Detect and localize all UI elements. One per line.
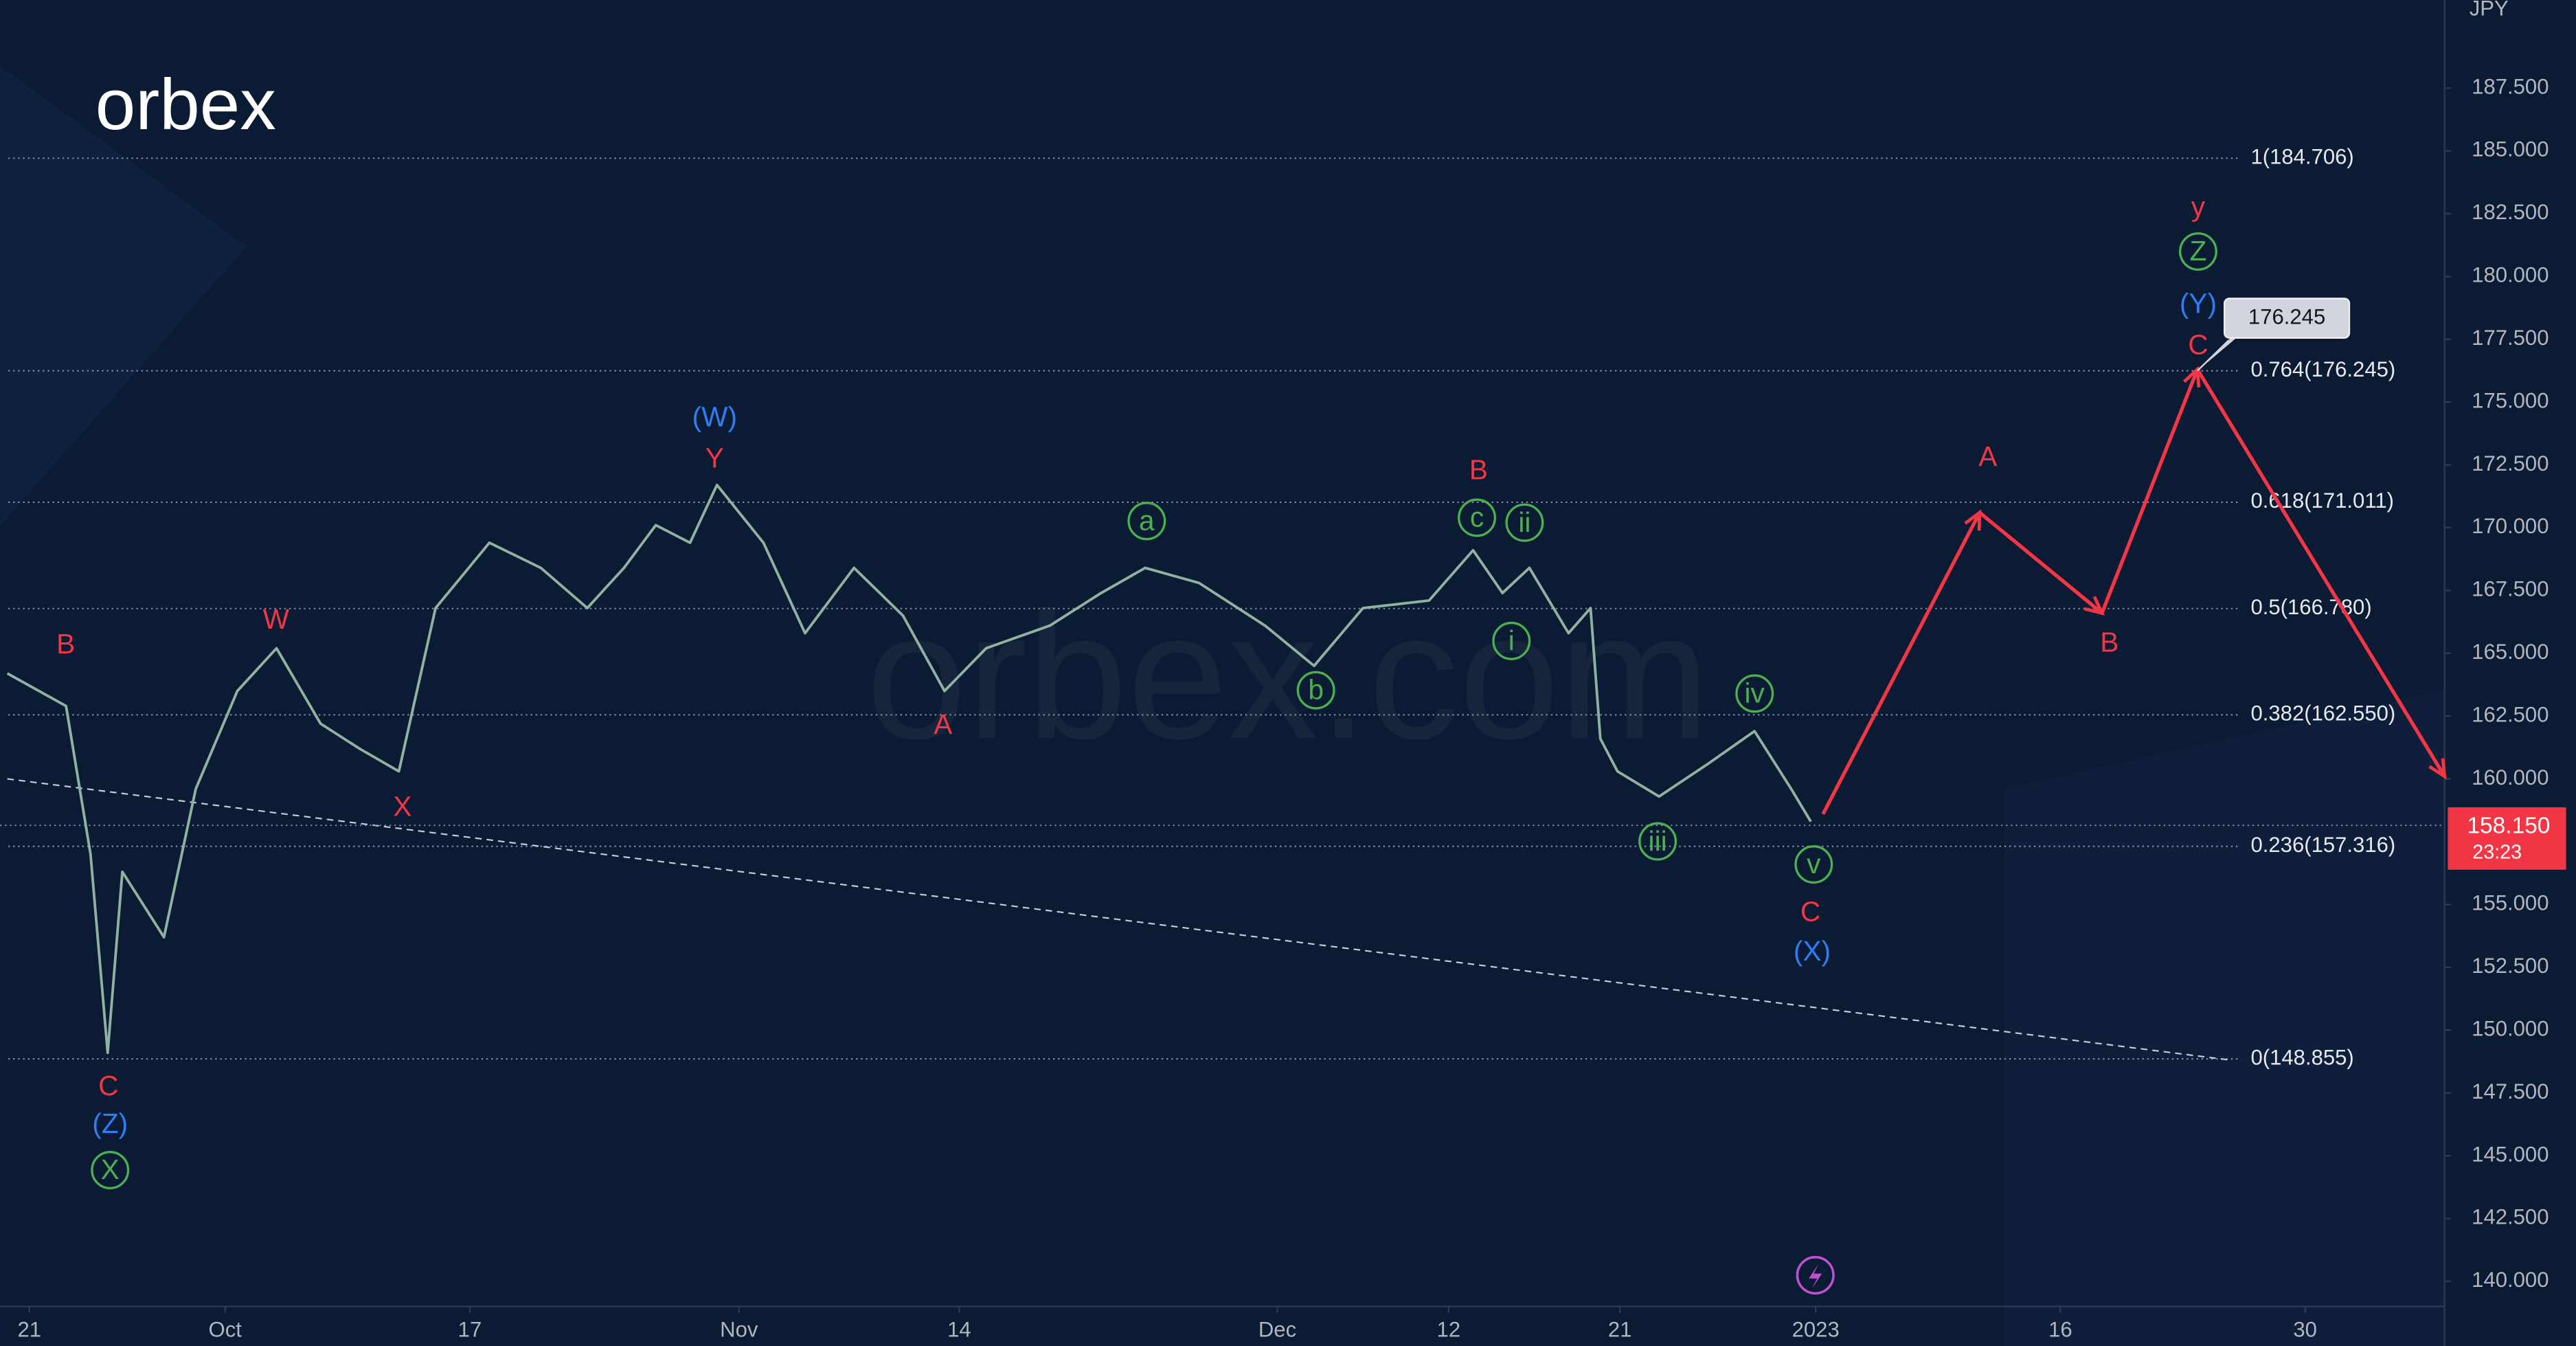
plot: 187.500 185.000 182.500 180.000 177.500 175.0… — [0, 74, 2566, 1342]
trend-line — [7, 778, 2232, 1062]
arrow-head — [1964, 509, 1982, 531]
x-tick-label: 21 — [17, 1318, 41, 1342]
wave-label: iii — [1649, 825, 1667, 857]
fib-label: 0.618(171.011) — [2250, 489, 2394, 513]
fib-label: 0.5(166.780) — [2250, 595, 2371, 619]
y-tick-label: 162.500 — [2472, 702, 2549, 726]
wave-label: a — [1139, 504, 1155, 536]
price-tag-label: 158.150 — [2467, 813, 2550, 838]
alert-icon — [1796, 1255, 1835, 1295]
price-line — [6, 483, 1812, 1055]
fib-label: 0.382(162.550) — [2250, 702, 2395, 726]
x-tick-label: 17 — [458, 1318, 482, 1342]
fib-label: 0.764(176.245) — [2250, 357, 2395, 381]
wave-label: iv — [1745, 677, 1765, 709]
x-tick-label: Nov — [720, 1318, 758, 1342]
wave-label: Y — [705, 442, 724, 474]
y-tick-label: 155.000 — [2472, 891, 2549, 915]
wave-circle — [1735, 674, 1774, 713]
wave-label: (W) — [692, 401, 737, 433]
wave-circle — [1492, 621, 1531, 660]
arrow-head — [2182, 366, 2201, 388]
arrow-head — [2428, 758, 2447, 780]
wave-circle — [1296, 671, 1335, 710]
wave-label: b — [1308, 674, 1324, 706]
x-tick-label: 12 — [1437, 1318, 1461, 1342]
y-tick-label: 160.000 — [2472, 765, 2549, 789]
wave-circle — [1638, 822, 1677, 861]
wave-circle — [1458, 498, 1497, 537]
y-tick-label: 182.500 — [2472, 200, 2549, 224]
y-tick-label: 165.000 — [2472, 640, 2549, 664]
watermark: orbex.com — [866, 574, 1710, 776]
wave-label: c — [1470, 502, 1484, 533]
y-tick-label: 177.500 — [2472, 326, 2549, 350]
price-tag — [2448, 807, 2566, 870]
wave-circle — [1127, 502, 1166, 541]
wave-label: C — [1800, 896, 1820, 928]
y-tick-label: 140.000 — [2472, 1268, 2549, 1292]
bg-shape — [0, 65, 247, 526]
y-tick-label: 172.500 — [2472, 451, 2549, 475]
arrow-head — [2083, 596, 2105, 616]
x-tick-label: 30 — [2293, 1318, 2317, 1342]
y-tick-label: 167.500 — [2472, 577, 2549, 601]
wave-label: (Z) — [92, 1108, 128, 1139]
wave-label: B — [2100, 626, 2119, 658]
x-tick-label: 16 — [2048, 1318, 2072, 1342]
wave-label: Z — [2190, 235, 2207, 267]
y-tick-label: 150.000 — [2472, 1016, 2549, 1040]
x-tick-label: 21 — [1608, 1318, 1632, 1342]
x-tick-label: 2023 — [1792, 1318, 1840, 1342]
wave-circle — [91, 1150, 130, 1189]
wave-label: X — [393, 791, 411, 822]
logo: orbex — [95, 65, 276, 145]
bg-shape — [2004, 690, 2445, 1346]
y-tick-label: 147.500 — [2472, 1079, 2549, 1103]
callout-box — [2224, 298, 2351, 339]
y-tick-label: 142.500 — [2472, 1205, 2549, 1229]
wave-label: C — [98, 1070, 118, 1101]
fib-label: 0(148.855) — [2250, 1045, 2353, 1069]
x-tick-label: 14 — [947, 1318, 971, 1342]
price-tag-countdown: 23:23 — [2472, 841, 2522, 863]
x-tick-label: Oct — [209, 1318, 242, 1342]
callout-label: 176.245 — [2248, 304, 2325, 328]
wave-circle — [2178, 232, 2217, 271]
wave-label: v — [1807, 848, 1821, 879]
wave-label: X — [101, 1154, 120, 1185]
y-tick-label: 152.500 — [2472, 954, 2549, 978]
wave-label: i — [1509, 625, 1515, 656]
wave-label: W — [263, 603, 290, 635]
fib-label: 0.236(157.316) — [2250, 833, 2395, 857]
wave-label: ii — [1518, 506, 1530, 538]
wave-label: B — [56, 628, 75, 660]
currency: JPY — [2470, 0, 2509, 21]
y-tick-label: 175.000 — [2472, 388, 2549, 412]
wave-label: C — [2188, 329, 2208, 361]
wave-label: (X) — [1794, 935, 1831, 967]
fib-label: 1(184.706) — [2250, 144, 2353, 168]
y-tick-label: 180.000 — [2472, 263, 2549, 287]
wave-label: (Y) — [2180, 288, 2217, 319]
x-tick-label: Dec — [1258, 1318, 1296, 1342]
y-tick-label: 185.000 — [2472, 137, 2549, 161]
y-tick-label: 170.000 — [2472, 514, 2549, 538]
wave-circle — [1794, 845, 1833, 884]
wave-label: A — [934, 708, 953, 740]
wave-label: B — [1469, 453, 1488, 485]
y-tick-label: 187.500 — [2472, 74, 2549, 98]
wave-label: y — [2191, 191, 2206, 223]
wave-label: A — [1978, 440, 1998, 472]
wave-circle — [1505, 503, 1544, 542]
y-tick-label: 145.000 — [2472, 1142, 2549, 1166]
